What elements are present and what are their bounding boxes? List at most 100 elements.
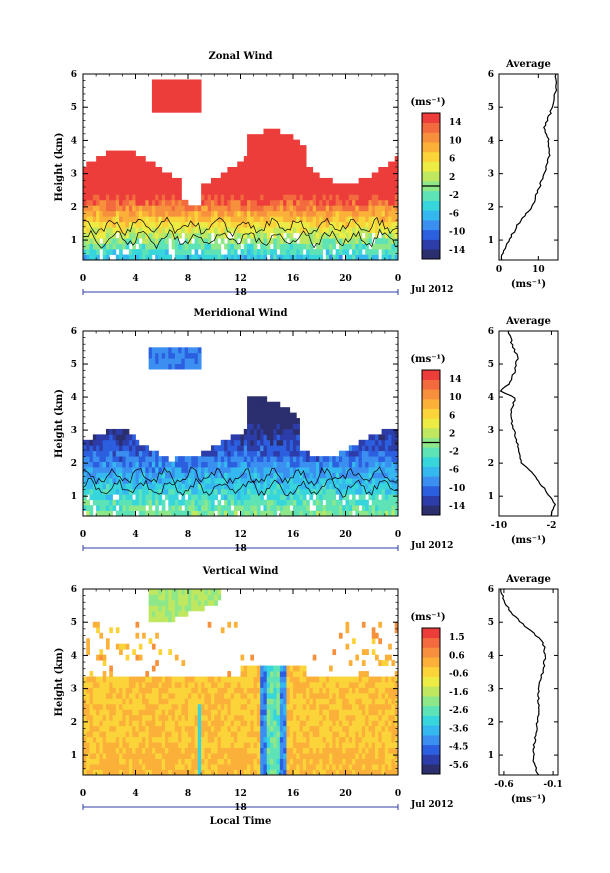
heatmap-cell: [158, 698, 163, 705]
heatmap-cell: [276, 461, 281, 468]
heatmap-cell: [230, 499, 235, 506]
heatmap-cell: [256, 461, 261, 468]
heatmap-cell: [109, 221, 113, 228]
heatmap-cell: [184, 210, 189, 217]
heatmap-cell: [188, 692, 192, 699]
heatmap-cell: [148, 714, 153, 721]
heatmap-cell: [230, 682, 235, 688]
colorbar-swatch: [422, 389, 440, 400]
heatmap-cell: [210, 725, 215, 732]
heatmap-cell: [224, 510, 228, 517]
heatmap-cell: [384, 243, 389, 250]
heatmap-cell: [155, 499, 159, 506]
heatmap-cell: [315, 254, 320, 261]
heatmap-cell: [119, 194, 123, 201]
heatmap-cell: [358, 488, 363, 495]
heatmap-cell: [296, 742, 300, 749]
heatmap-cell: [207, 194, 212, 201]
heatmap-cell: [125, 736, 130, 743]
heatmap-cell: [247, 494, 251, 501]
heatmap-cell: [296, 665, 300, 672]
heatmap-cell: [171, 177, 176, 184]
heatmap-cell: [342, 188, 346, 195]
heatmap-cell: [188, 499, 192, 506]
heatmap-cell: [155, 698, 159, 705]
heatmap-cell: [99, 747, 104, 754]
heatmap-cell: [250, 167, 255, 173]
heatmap-cell: [102, 692, 107, 699]
heatmap-cell: [388, 450, 392, 457]
heatmap-cell: [240, 445, 245, 452]
heatmap-cell: [240, 483, 245, 490]
heatmap-cell: [138, 254, 143, 261]
heatmap-cell: [135, 445, 140, 452]
heatmap-cell: [115, 714, 120, 721]
heatmap-cell: [191, 243, 195, 250]
heatmap-cell: [276, 150, 281, 157]
heatmap-cell: [309, 736, 314, 743]
x-tick-label: 4: [132, 530, 138, 540]
y-tick-label: 1: [71, 236, 77, 246]
heatmap-cell: [178, 95, 182, 102]
heatmap-cell: [368, 216, 373, 223]
heatmap-cell: [171, 676, 176, 683]
heatmap-cell: [325, 254, 330, 261]
heatmap-cell: [89, 172, 94, 179]
heatmap-cell: [171, 95, 176, 102]
heatmap-cell: [388, 183, 392, 190]
heatmap-cell: [214, 709, 218, 716]
heatmap-cell: [309, 698, 314, 705]
heatmap-cell: [115, 687, 120, 694]
heatmap-cell: [302, 758, 307, 765]
heatmap-cell: [250, 769, 255, 776]
heatmap-cell: [266, 703, 271, 710]
heatmap-cell: [276, 747, 281, 754]
heatmap-cell: [335, 254, 340, 261]
heatmap-cell: [365, 177, 369, 184]
heatmap-cell: [148, 616, 153, 623]
heatmap-cell: [319, 194, 323, 201]
heatmap-cell: [188, 714, 192, 721]
heatmap-cell: [119, 472, 123, 479]
heatmap-cell: [319, 216, 323, 223]
heatmap-cell: [266, 758, 271, 765]
heatmap-cell: [194, 101, 199, 108]
heatmap-cell: [276, 418, 281, 424]
heatmap-cell: [86, 243, 90, 250]
heatmap-cell: [191, 725, 195, 732]
heatmap-cell: [293, 167, 297, 173]
heatmap-cell: [299, 194, 304, 201]
heatmap-cell: [148, 594, 153, 601]
heatmap-cell: [128, 434, 133, 441]
heatmap-cell: [388, 167, 392, 173]
heatmap-cell: [270, 401, 274, 408]
heatmap-cell: [263, 671, 268, 677]
heatmap-cell: [299, 488, 304, 495]
heatmap-cell: [165, 742, 169, 749]
heatmap-cell: [92, 456, 97, 462]
heatmap-cell: [302, 731, 307, 738]
heatmap-cell: [201, 461, 205, 468]
heatmap-cell: [309, 227, 314, 234]
average-title: Average: [505, 316, 551, 327]
heatmap-cell: [276, 216, 281, 223]
heatmap-cell: [371, 183, 376, 190]
heatmap-cell: [115, 692, 120, 699]
heatmap-cell: [263, 676, 268, 683]
heatmap-cell: [109, 428, 113, 435]
heatmap-cell: [315, 467, 320, 473]
heatmap-cell: [256, 145, 261, 151]
heatmap-cell: [109, 188, 113, 195]
colorbar-label: -2: [449, 448, 459, 458]
heatmap-cell: [109, 227, 113, 234]
heatmap-cell: [335, 472, 340, 479]
heatmap-cell: [204, 703, 209, 710]
heatmap-cell: [115, 156, 120, 162]
heatmap-cell: [210, 599, 215, 606]
heatmap-cell: [171, 243, 176, 250]
heatmap-cell: [266, 450, 271, 457]
heatmap-cell: [83, 249, 87, 255]
heatmap-cell: [394, 505, 399, 511]
heatmap-cell: [286, 682, 291, 688]
heatmap-cell: [204, 194, 209, 201]
